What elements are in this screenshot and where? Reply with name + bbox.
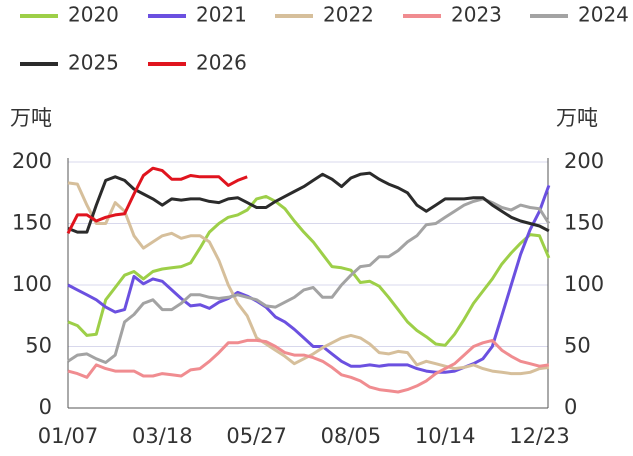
series-line	[66, 166, 248, 234]
legend-label: 2023	[451, 3, 502, 27]
x-tick-label: 03/18	[132, 424, 193, 448]
y2-axis-title: 万吨	[556, 106, 598, 130]
y2-tick-label: 200	[564, 149, 604, 173]
legend-label: 2022	[323, 3, 374, 27]
series-line	[67, 194, 551, 347]
x-tick-label: 08/05	[321, 424, 382, 448]
series-line	[67, 338, 550, 394]
y-axis-title: 万吨	[10, 106, 52, 130]
legend-label: 2024	[578, 3, 629, 27]
y2-tick-label: 100	[564, 272, 604, 296]
y2-tick-label: 150	[564, 211, 604, 235]
y-tick-label: 0	[39, 395, 52, 419]
x-tick-label: 12/23	[509, 424, 570, 448]
x-tick-label: 01/07	[38, 424, 99, 448]
y-tick-label: 50	[25, 334, 52, 358]
legend-label: 2020	[68, 3, 119, 27]
y-tick-label: 200	[12, 149, 52, 173]
y-tick-label: 100	[12, 272, 52, 296]
legend-label: 2021	[196, 3, 247, 27]
series-line	[67, 171, 550, 234]
legend-label: 2025	[68, 51, 119, 75]
y-tick-label: 150	[12, 211, 52, 235]
x-tick-label: 05/27	[226, 424, 287, 448]
legend-label: 2026	[196, 51, 247, 75]
y2-tick-label: 50	[564, 334, 591, 358]
series-line	[67, 197, 551, 364]
x-tick-label: 10/14	[415, 424, 476, 448]
y2-tick-label: 0	[564, 395, 577, 419]
